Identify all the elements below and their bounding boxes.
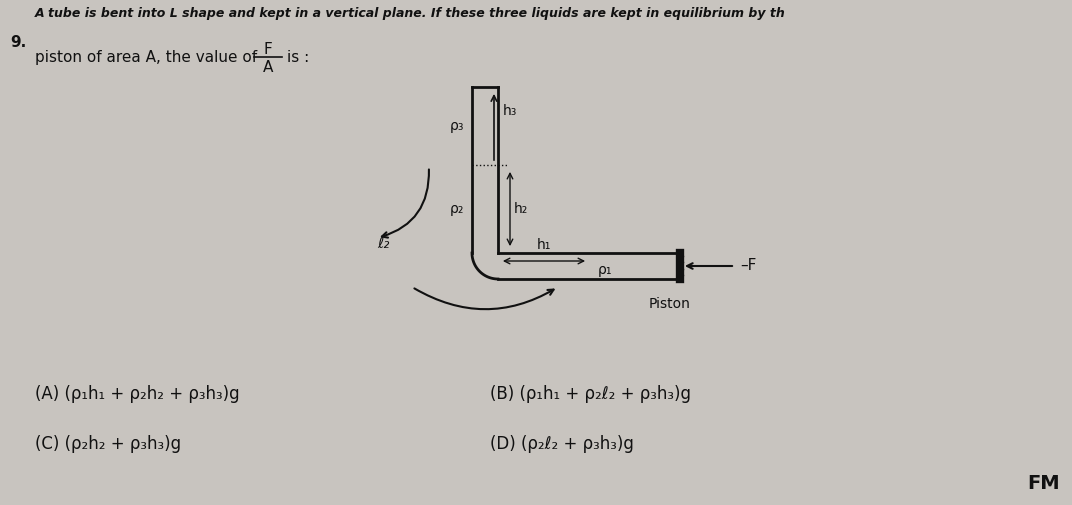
Text: Piston: Piston — [649, 297, 691, 311]
Text: (C) (ρ₂h₂ + ρ₃h₃)g: (C) (ρ₂h₂ + ρ₃h₃)g — [35, 435, 181, 453]
Text: h₂: h₂ — [513, 202, 528, 216]
Text: (B) (ρ₁h₁ + ρ₂ℓ₂ + ρ₃h₃)g: (B) (ρ₁h₁ + ρ₂ℓ₂ + ρ₃h₃)g — [490, 385, 691, 403]
Text: F: F — [264, 42, 272, 57]
Text: is :: is : — [287, 50, 309, 65]
Text: –F: –F — [740, 259, 757, 274]
Text: ρ₂: ρ₂ — [449, 202, 464, 216]
Text: 9.: 9. — [10, 35, 26, 50]
Text: A tube is bent into L shape and kept in a vertical plane. If these three liquids: A tube is bent into L shape and kept in … — [35, 7, 786, 20]
Text: ρ₁: ρ₁ — [598, 263, 612, 277]
Text: (A) (ρ₁h₁ + ρ₂h₂ + ρ₃h₃)g: (A) (ρ₁h₁ + ρ₂h₂ + ρ₃h₃)g — [35, 385, 240, 403]
Text: FM: FM — [1027, 474, 1060, 493]
Text: h₃: h₃ — [503, 104, 518, 118]
Text: piston of area A, the value of: piston of area A, the value of — [35, 50, 257, 65]
Text: A: A — [263, 60, 273, 75]
Text: ℓ₂: ℓ₂ — [377, 235, 389, 250]
Text: (D) (ρ₂ℓ₂ + ρ₃h₃)g: (D) (ρ₂ℓ₂ + ρ₃h₃)g — [490, 435, 634, 453]
Text: ρ₃: ρ₃ — [449, 119, 464, 133]
Text: h₁: h₁ — [537, 238, 551, 252]
